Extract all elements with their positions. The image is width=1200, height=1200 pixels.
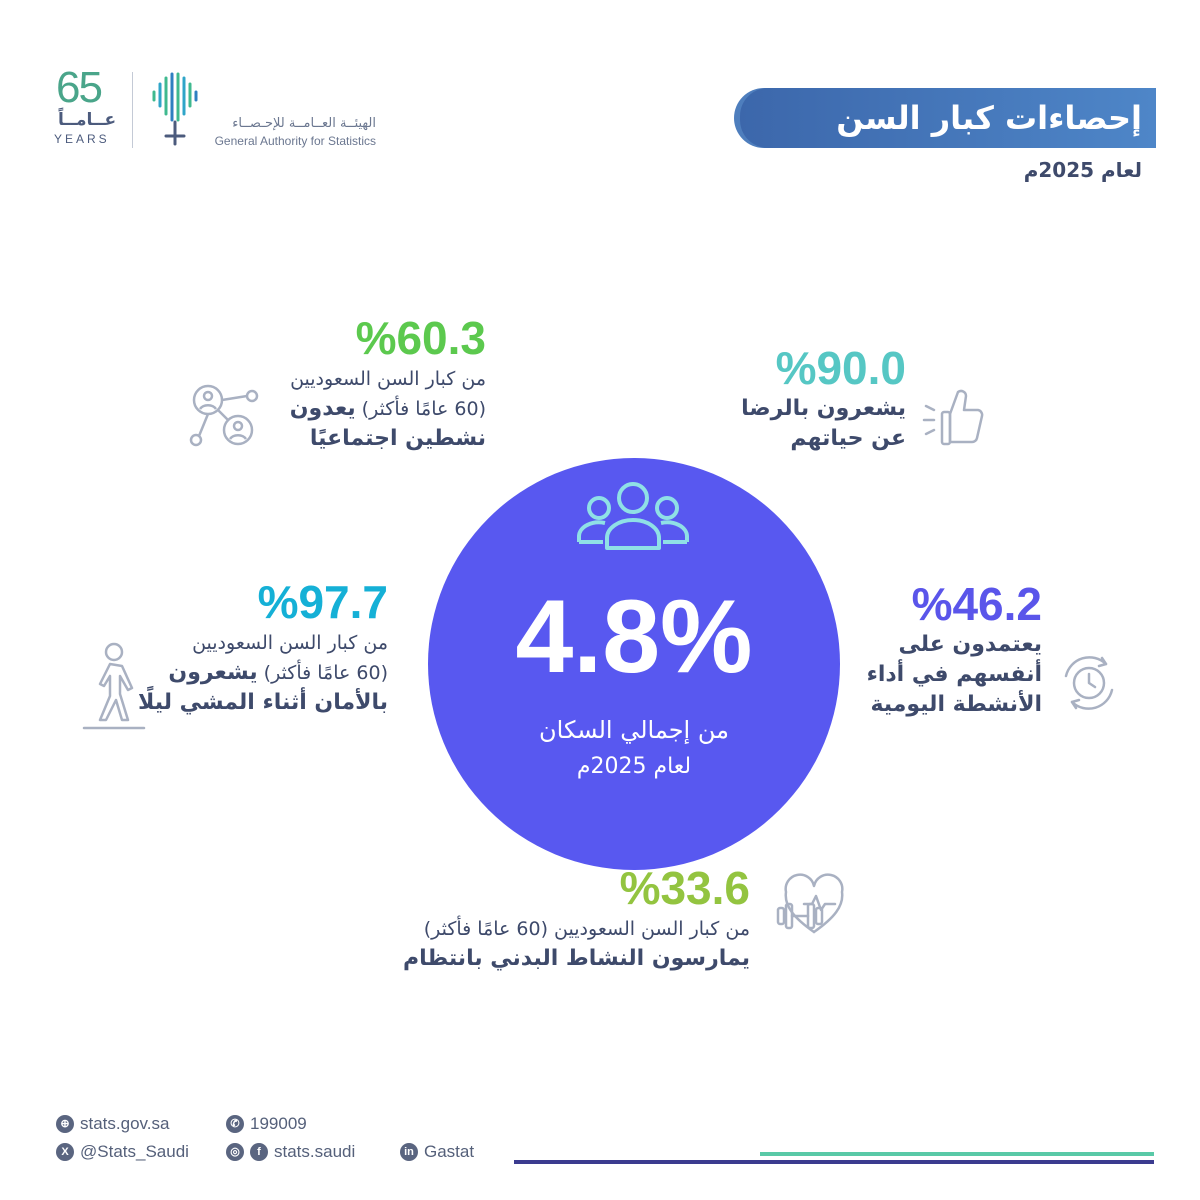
footer-x-account[interactable]: X @Stats_Saudi [56, 1142, 189, 1162]
footer-accent-line-navy [514, 1160, 1154, 1164]
footer-linkedin[interactable]: in Gastat [400, 1142, 474, 1162]
phone-icon: ✆ [226, 1115, 244, 1133]
footer-social-account[interactable]: ◎ f stats.saudi [226, 1142, 355, 1162]
stat-independence-line2: أنفسهم في أداء [866, 662, 1042, 687]
people-group-icon [573, 478, 693, 558]
org-name-english: General Authority for Statistics [214, 134, 376, 148]
stat-walking-safety: %97.7 من كبار السن السعوديين (60 عامًا ف… [138, 576, 388, 718]
linkedin-icon: in [400, 1143, 418, 1161]
central-circle [428, 458, 840, 870]
gastat-logo-icon [148, 70, 204, 150]
elderly-share-label: من إجمالي السكان [539, 716, 729, 744]
globe-icon: ⊕ [56, 1115, 74, 1133]
stat-satisfaction-line1: يشعرون بالرضا [741, 396, 906, 421]
stat-daily-independence: %46.2 يعتمدون على أنفسهم في أداء الأنشطة… [867, 578, 1042, 720]
footer-linkedin-text: Gastat [424, 1142, 475, 1161]
stat-safety-line2: (60 عامًا فأكثر) يشعرون [138, 658, 388, 688]
anniversary-logo: 65 عــامــاً YEARS [52, 66, 122, 150]
elderly-share-year: لعام 2025م [576, 754, 692, 779]
anniversary-number: 65 [56, 63, 103, 112]
walking-person-icon [80, 640, 148, 732]
stat-social-line2-normal: (60 عامًا فأكثر) [355, 398, 486, 420]
stat-independence-line1: يعتمدون على [898, 632, 1043, 657]
stat-safety-line1: من كبار السن السعوديين [192, 632, 388, 654]
stat-physical-activity: %33.6 من كبار السن السعوديين (60 عامًا ف… [403, 862, 750, 974]
stat-social-line1: من كبار السن السعوديين [290, 368, 486, 390]
footer-phone[interactable]: ✆ 199009 [226, 1114, 307, 1134]
stat-social-line2: (60 عامًا فأكثر) يعدون [290, 394, 486, 424]
footer-x-text: @Stats_Saudi [80, 1142, 189, 1161]
thumbs-up-icon [922, 380, 988, 450]
org-name-arabic: الهيئــة العــامــة للإحـصــاء [232, 116, 376, 131]
stat-independence-line3: الأنشطة اليومية [870, 692, 1042, 717]
anniversary-english: YEARS [54, 132, 110, 146]
heart-dumbbell-icon [774, 868, 852, 938]
stat-life-satisfaction: %90.0 يشعرون بالرضا عن حياتهم [741, 342, 906, 454]
footer-website-text: stats.gov.sa [80, 1114, 170, 1133]
stat-safety-line2-bold: يشعرون [168, 660, 258, 685]
stat-safety-line3: بالأمان أثناء المشي ليلًا [138, 690, 388, 715]
stat-independence-value: %46.2 [911, 578, 1042, 630]
stat-social-line3: نشطين اجتماعيًا [309, 426, 486, 451]
stat-satisfaction-line2: عن حياتهم [790, 426, 906, 451]
stat-social-value: %60.3 [355, 312, 486, 364]
stat-activity-line1: من كبار السن السعوديين (60 عامًا فأكثر) [423, 918, 750, 940]
stat-social-line2-bold: يعدون [289, 396, 356, 421]
anniversary-arabic: عــامــاً [58, 110, 117, 130]
page-title: إحصاءات كبار السن [836, 99, 1142, 137]
stat-safety-line2-normal: (60 عامًا فأكثر) [257, 662, 388, 684]
stat-social-activity: %60.3 من كبار السن السعوديين (60 عامًا ف… [290, 312, 486, 454]
footer-website[interactable]: ⊕ stats.gov.sa [56, 1114, 169, 1134]
clock-cycle-icon [1058, 652, 1120, 714]
footer-accent-line-green [760, 1152, 1154, 1156]
title-banner [734, 88, 1156, 148]
stat-activity-value: %33.6 [619, 862, 750, 914]
stat-activity-line2: يمارسون النشاط البدني بانتظام [403, 946, 750, 971]
page-subtitle: لعام 2025م [1023, 158, 1142, 182]
instagram-icon: ◎ [226, 1143, 244, 1161]
facebook-icon: f [250, 1143, 268, 1161]
footer-social-text: stats.saudi [274, 1142, 356, 1161]
footer-phone-text: 199009 [250, 1114, 307, 1133]
stat-safety-value: %97.7 [257, 576, 388, 628]
social-network-icon [188, 380, 264, 452]
logo-divider [132, 72, 133, 148]
stat-satisfaction-value: %90.0 [775, 342, 906, 394]
elderly-share-value: 4.8% [515, 579, 753, 695]
x-logo-icon: X [56, 1143, 74, 1161]
